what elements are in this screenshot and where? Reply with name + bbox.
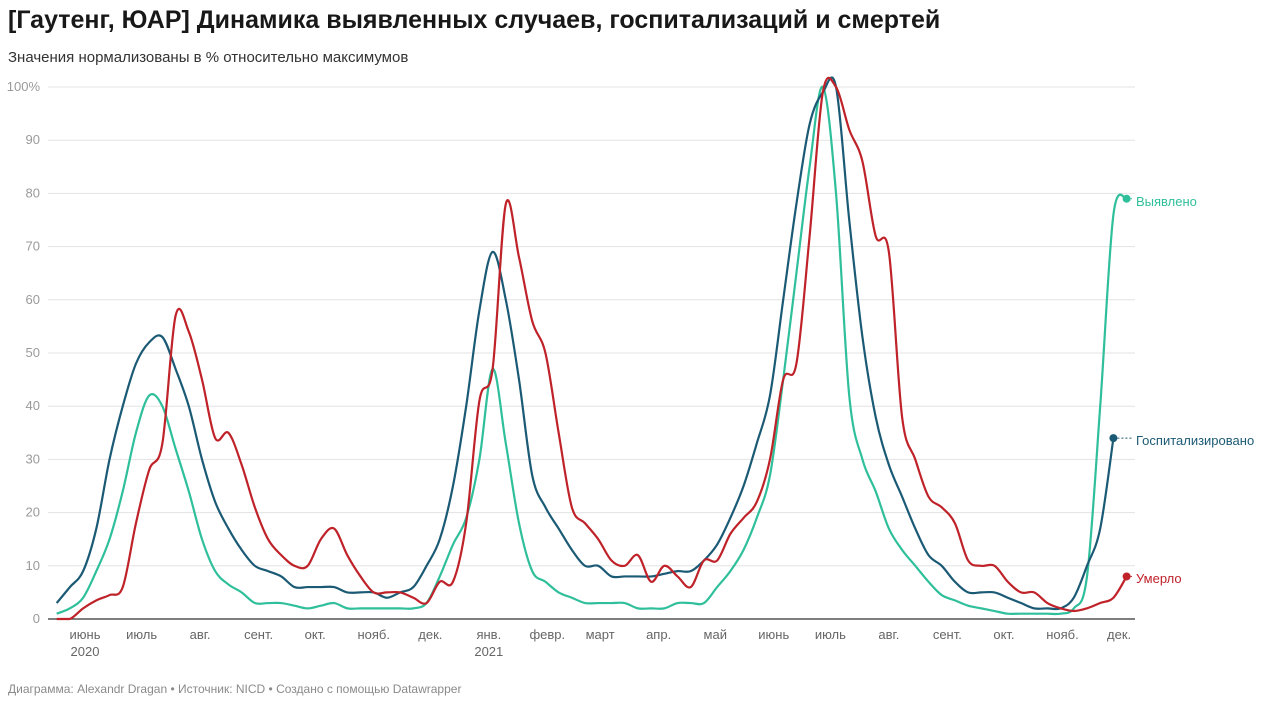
series-label-hospitalized: Госпитализировано [1136,433,1254,448]
x-tick-label: февр. [529,627,565,642]
y-tick-label: 80 [26,185,40,200]
x-tick-label: дек. [418,627,442,642]
x-tick-label: окт. [993,627,1014,642]
y-tick-label: 10 [26,558,40,573]
chart-footer: Диаграмма: Alexandr Dragan • Источник: N… [8,682,462,696]
y-tick-label: 50 [26,345,40,360]
series-line-deaths [56,76,1128,621]
x-tick-label: июнь [758,627,789,642]
x-tick-label: нояб. [357,627,390,642]
series-end-dot-cases [1122,194,1131,203]
x-tick-label: июль [815,627,846,642]
y-tick-label: 70 [26,239,40,254]
y-tick-label: 0 [33,611,40,626]
x-tick-label: март [586,627,615,642]
series-label-deaths: Умерло [1136,571,1182,586]
x-tick-label: авг. [190,627,211,642]
y-tick-label: 100% [7,79,41,94]
x-tick-label: апр. [646,627,671,642]
series-label-cases: Выявлено [1136,194,1197,209]
chart-subtitle: Значения нормализованы в % относительно … [8,49,409,66]
x-tick-label: нояб. [1046,627,1079,642]
x-tick-label: сент. [244,627,273,642]
x-tick-label: авг. [878,627,899,642]
y-tick-label: 40 [26,398,40,413]
x-tick-label: дек. [1107,627,1131,642]
x-tick-label: июнь [70,627,101,642]
x-tick-label: июль [126,627,157,642]
x-tick-label: янв. [476,627,501,642]
series-line-hospitalized [55,76,1115,611]
x-tick-year: 2020 [71,644,100,659]
y-tick-label: 60 [26,292,40,307]
x-tick-label: окт. [305,627,326,642]
series-line-cases [56,85,1128,616]
x-tick-year: 2021 [474,644,503,659]
x-tick-label: сент. [933,627,962,642]
y-tick-label: 20 [26,505,40,520]
x-tick-label: май [704,627,727,642]
series-end-dot-hospitalized [1109,434,1118,443]
chart-title: [Гаутенг, ЮАР] Динамика выявленных случа… [8,6,941,34]
series-end-dot-deaths [1122,572,1131,581]
y-tick-label: 30 [26,451,40,466]
y-tick-label: 90 [26,132,40,147]
